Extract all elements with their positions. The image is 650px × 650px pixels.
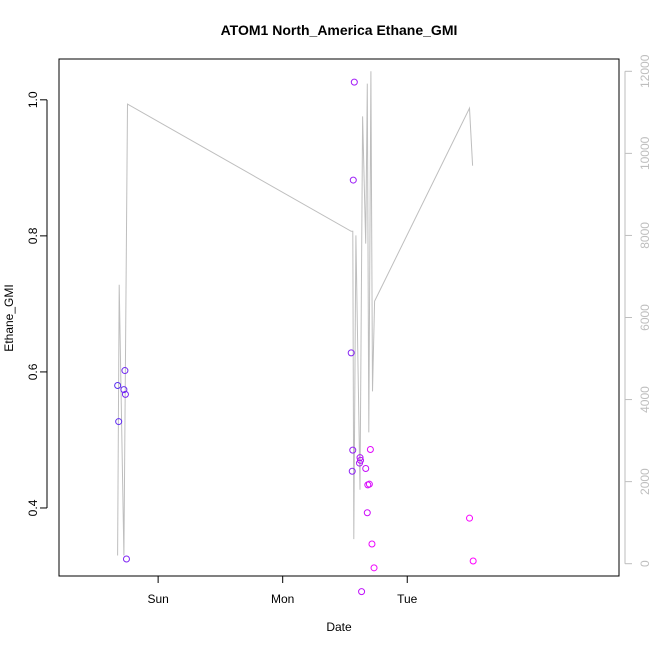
data-point [357,456,365,464]
data-point [356,454,364,462]
data-point [358,588,366,596]
left-tick-label: 0.4 [26,499,40,516]
x-tick-label: Tue [397,592,418,606]
line-series [117,71,474,556]
x-tick-label: Mon [271,592,294,606]
right-tick-label: 2000 [638,468,650,495]
x-tick-label: Sun [147,592,168,606]
x-axis: Sun Mon Tue [147,575,418,606]
right-tick-label: 6000 [638,304,650,331]
data-point [469,557,477,565]
right-tick-label: 12000 [638,54,650,88]
plot-frame [58,58,620,577]
data-point [121,390,129,398]
right-tick-label: 10000 [638,136,650,170]
right-tick-label: 8000 [638,222,650,249]
data-point [466,514,474,522]
right-y-axis: 0 2000 4000 6000 8000 10000 12000 [624,54,650,567]
data-point [120,386,128,394]
data-point [347,349,355,357]
data-point [348,467,356,475]
data-point [121,367,129,375]
data-point [365,480,373,488]
x-axis-label: Date [326,620,352,634]
data-point [114,382,122,390]
data-point [370,564,378,572]
right-tick-label: 4000 [638,386,650,413]
data-point [115,418,123,426]
y-axis-label: Ethane_GMI [2,284,16,351]
chart-title: ATOM1 North_America Ethane_GMI [221,22,458,38]
data-point [363,509,371,517]
data-point [366,445,374,453]
series-line [117,71,474,556]
left-tick-label: 0.8 [26,227,40,244]
left-tick-label: 0.6 [26,363,40,380]
data-point [362,465,370,473]
right-tick-label: 0 [638,560,650,567]
data-point [349,446,357,454]
left-tick-label: 1.0 [26,91,40,108]
data-point [368,540,376,548]
data-point [122,555,130,563]
data-point [349,176,357,184]
data-point [350,78,358,86]
point-series [114,78,477,596]
left-y-axis: 0.4 0.6 0.8 1.0 [26,91,48,516]
